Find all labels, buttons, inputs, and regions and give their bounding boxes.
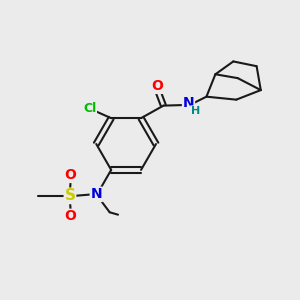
Text: H: H [191, 106, 200, 116]
Text: S: S [64, 188, 76, 203]
Text: Cl: Cl [83, 102, 96, 115]
Text: O: O [64, 209, 76, 224]
Text: O: O [64, 168, 76, 182]
Text: N: N [183, 96, 194, 110]
Text: N: N [90, 188, 102, 201]
Text: O: O [151, 79, 163, 93]
